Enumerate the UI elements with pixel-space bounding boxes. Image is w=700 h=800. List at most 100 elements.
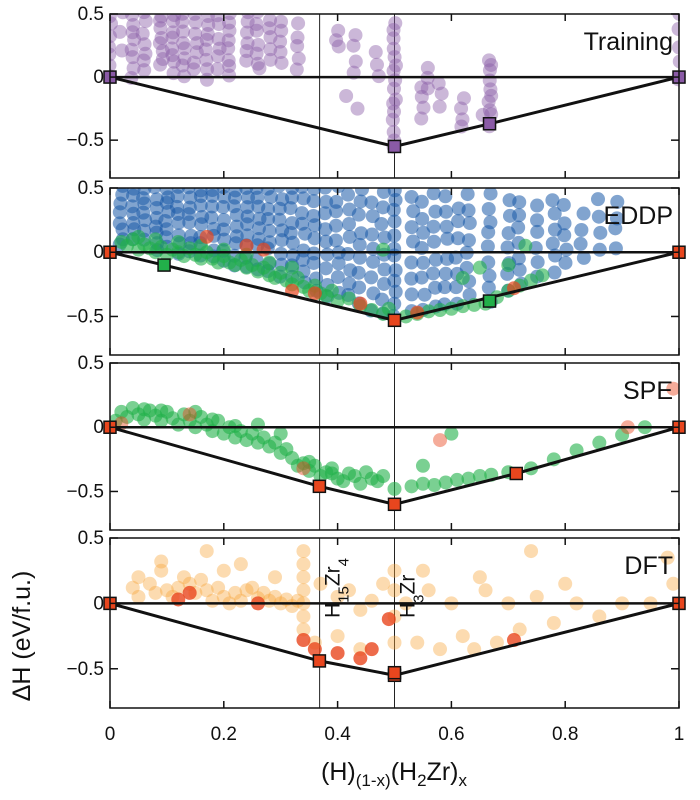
data-point xyxy=(240,25,255,40)
data-point xyxy=(591,192,606,207)
data-point xyxy=(410,635,425,650)
data-point xyxy=(294,206,309,221)
data-point xyxy=(110,16,119,31)
data-point xyxy=(233,557,248,572)
data-point xyxy=(352,250,367,265)
phase-label-sub: 15 xyxy=(335,586,352,603)
data-point xyxy=(251,232,266,247)
data-point xyxy=(273,426,288,441)
data-point xyxy=(110,14,117,24)
data-point xyxy=(182,585,197,600)
phase-label-sub: 3 xyxy=(410,594,427,602)
data-point xyxy=(294,188,309,194)
data-point xyxy=(558,255,573,270)
data-point xyxy=(110,29,117,44)
data-point xyxy=(364,195,379,210)
data-point xyxy=(524,544,539,559)
data-point xyxy=(186,55,201,70)
data-point xyxy=(511,251,526,266)
panel-training: 0.5 0 −0.5 Training xyxy=(66,4,686,179)
data-point xyxy=(126,188,141,196)
data-point xyxy=(138,46,153,61)
data-point xyxy=(415,563,430,578)
data-point xyxy=(313,576,328,591)
plot-area xyxy=(110,188,679,355)
data-point xyxy=(387,273,402,288)
data-point xyxy=(484,88,499,103)
data-point xyxy=(175,58,190,73)
data-point xyxy=(574,223,589,238)
data-point xyxy=(171,188,186,194)
data-point xyxy=(296,583,311,598)
data-point xyxy=(415,476,430,491)
data-point xyxy=(189,36,204,51)
x-axis-title-part: (H) xyxy=(321,758,356,786)
data-point xyxy=(324,466,339,481)
data-point xyxy=(387,214,402,229)
data-point xyxy=(556,197,571,212)
data-point xyxy=(472,570,487,585)
data-point xyxy=(125,50,140,65)
data-point xyxy=(416,225,431,240)
data-point xyxy=(593,225,608,240)
data-point xyxy=(500,240,515,255)
data-point xyxy=(535,268,550,283)
data-point xyxy=(671,40,679,55)
data-point xyxy=(404,255,419,270)
hull-marker xyxy=(387,139,402,154)
y-tick-label: −0.5 xyxy=(66,306,104,327)
data-point xyxy=(576,250,591,265)
data-point xyxy=(324,283,339,298)
data-point xyxy=(131,229,146,244)
plot-area xyxy=(110,538,679,708)
data-point xyxy=(387,188,402,198)
data-point xyxy=(610,194,625,209)
data-point xyxy=(112,216,127,231)
data-point xyxy=(518,238,533,253)
data-point xyxy=(165,48,180,63)
y-tick-label: 0.5 xyxy=(78,178,104,199)
data-point xyxy=(307,642,322,657)
data-point xyxy=(228,188,243,198)
data-point xyxy=(283,201,298,216)
data-point xyxy=(245,580,260,595)
data-point xyxy=(228,418,243,433)
data-point xyxy=(154,403,169,418)
data-point xyxy=(386,41,401,56)
phase-label-part: H xyxy=(397,603,420,618)
data-point xyxy=(131,589,146,604)
data-point xyxy=(592,609,607,624)
data-point xyxy=(414,89,429,104)
data-point xyxy=(137,37,152,52)
panel-label: Training xyxy=(584,28,673,56)
data-point xyxy=(483,215,498,230)
data-point xyxy=(660,550,675,565)
data-point xyxy=(296,609,311,624)
data-point xyxy=(110,39,116,54)
data-point xyxy=(317,206,332,221)
data-point xyxy=(138,14,153,29)
data-point xyxy=(199,32,214,47)
data-point xyxy=(530,224,545,239)
data-point xyxy=(249,23,264,38)
data-point xyxy=(296,570,311,585)
data-point xyxy=(221,53,236,68)
data-point xyxy=(420,60,435,75)
data-point xyxy=(331,23,346,38)
data-point xyxy=(148,232,163,247)
x-axis-title-sub: x xyxy=(458,771,467,790)
data-point xyxy=(239,44,254,59)
data-point xyxy=(467,642,482,657)
data-point xyxy=(451,214,466,229)
x-tick-label: 0 xyxy=(105,724,116,745)
data-point xyxy=(353,296,368,311)
data-point xyxy=(352,280,367,295)
data-point xyxy=(125,580,140,595)
data-point xyxy=(125,199,140,214)
data-point xyxy=(136,53,151,68)
data-point xyxy=(404,220,419,235)
panels: 0.50−0.5Training0.50−0.5EDDP0.50−0.5SPE0… xyxy=(66,4,686,709)
data-point xyxy=(482,63,497,78)
data-point xyxy=(240,36,255,51)
